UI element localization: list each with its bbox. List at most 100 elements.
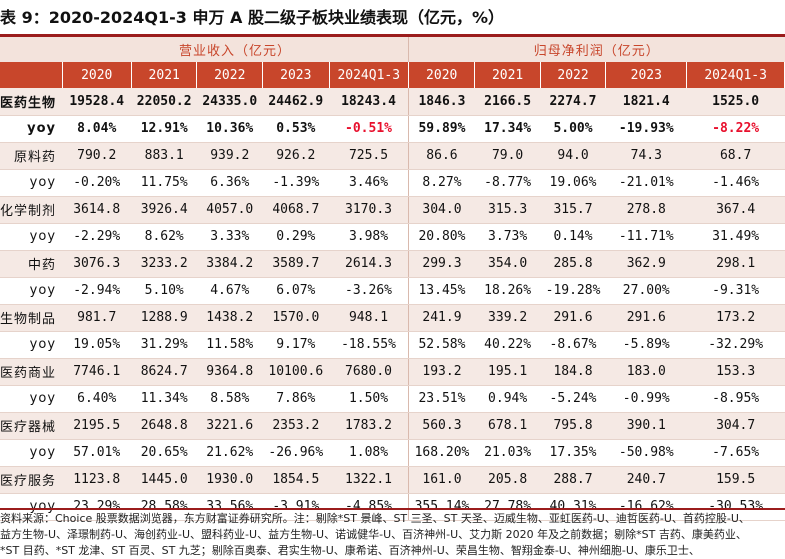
table-cell: -8.22% — [686, 115, 785, 143]
table-cell: 27.78% — [474, 493, 541, 521]
row-label-text: yoy — [29, 175, 57, 190]
table-cell: 2648.8 — [131, 412, 197, 440]
table-cell: 1846.3 — [407, 88, 475, 116]
year-header: 2023 — [262, 62, 330, 88]
table-cell: 3.46% — [329, 169, 409, 197]
table-cell: 52.58% — [407, 331, 475, 359]
table-cell: 183.0 — [605, 358, 687, 386]
row-label-text: 医疗服务 — [0, 474, 57, 489]
year-header: 2021 — [131, 62, 198, 88]
table-cell: 291.6 — [605, 304, 687, 332]
table-cell: 315.7 — [540, 196, 606, 224]
table-cell: 725.5 — [329, 142, 409, 170]
row-label: 医药生物 — [0, 88, 63, 116]
row-label-text: 医疗器械 — [0, 420, 57, 435]
table-cell: 3384.2 — [196, 250, 263, 278]
year-header: 2024Q1-3 — [329, 62, 409, 88]
note-line: *ST 目药、*ST 龙津、ST 百灵、ST 九芝；剔除百奥泰、君实生物-U、康… — [0, 544, 700, 557]
row-label: yoy — [0, 439, 63, 467]
table-cell: 1.08% — [329, 439, 409, 467]
table-cell: 28.58% — [131, 493, 197, 521]
table-cell: 2614.3 — [329, 250, 409, 278]
table-cell: 3.73% — [474, 223, 541, 251]
table-cell: 19.06% — [540, 169, 606, 197]
table-cell: 1570.0 — [262, 304, 330, 332]
table-cell: 1288.9 — [131, 304, 197, 332]
table-cell: -50.98% — [605, 439, 687, 467]
row-label: 医疗器械 — [0, 412, 63, 440]
table-cell: -1.46% — [686, 169, 785, 197]
row-label-text: 化学制剂 — [0, 204, 57, 219]
table-cell: 299.3 — [407, 250, 475, 278]
table-cell: 20.65% — [131, 439, 197, 467]
row-label-text: 中药 — [28, 258, 57, 273]
table-cell: 3076.3 — [62, 250, 132, 278]
table-cell: 3221.6 — [196, 412, 263, 440]
table-cell: 205.8 — [474, 466, 541, 494]
table-cell: 4057.0 — [196, 196, 263, 224]
table-cell: -32.29% — [686, 331, 785, 359]
table-cell: 355.14% — [407, 493, 475, 521]
table-cell: 184.8 — [540, 358, 606, 386]
table-cell: 883.1 — [131, 142, 197, 170]
table-cell: 3170.3 — [329, 196, 409, 224]
table-cell: 3926.4 — [131, 196, 197, 224]
table-row: 中药 3076.3 3233.2 3384.2 3589.7 2614.3 299.3 354… — [0, 250, 785, 278]
table-row: yoy -2.94% 5.10% 4.67% 6.07% -3.26% 13.45% 18.2… — [0, 277, 785, 305]
table-cell: -11.71% — [605, 223, 687, 251]
row-label: yoy — [0, 169, 63, 197]
revenue-group-header: 营业收入（亿元） — [62, 37, 409, 62]
table-cell: 3.98% — [329, 223, 409, 251]
table-cell: -21.01% — [605, 169, 687, 197]
table-cell: -7.65% — [686, 439, 785, 467]
table-cell: 298.1 — [686, 250, 785, 278]
table-cell: 31.29% — [131, 331, 197, 359]
table-row: 医药生物 19528.4 22050.2 24335.0 24462.9 18243.4 1… — [0, 88, 785, 116]
table-cell: 560.3 — [407, 412, 475, 440]
table-cell: 1930.0 — [196, 466, 263, 494]
row-label-text: 原料药 — [14, 150, 57, 165]
table-cell: 7746.1 — [62, 358, 132, 386]
corner-cell — [0, 62, 63, 88]
table-row: 生物制品 981.7 1288.9 1438.2 1570.0 948.1 241.9 339… — [0, 304, 785, 332]
table-cell: -30.53% — [686, 493, 785, 521]
year-header: 2023 — [605, 62, 688, 88]
table-cell: 27.00% — [605, 277, 687, 305]
table-cell: -5.89% — [605, 331, 687, 359]
table-cell: 0.29% — [262, 223, 330, 251]
table-cell: 23.51% — [407, 385, 475, 413]
table-cell: -0.51% — [329, 115, 409, 143]
row-label: 中药 — [0, 250, 63, 278]
table-cell: 0.94% — [474, 385, 541, 413]
table-cell: 68.7 — [686, 142, 785, 170]
year-header: 2022 — [196, 62, 264, 88]
table-cell: 790.2 — [62, 142, 132, 170]
table-cell: 10100.6 — [262, 358, 330, 386]
table-cell: 362.9 — [605, 250, 687, 278]
table-cell: 2195.5 — [62, 412, 132, 440]
table-cell: 1322.1 — [329, 466, 409, 494]
table-cell: -4.85% — [329, 493, 409, 521]
table-cell: 17.35% — [540, 439, 606, 467]
row-label: yoy — [0, 115, 63, 143]
row-label: yoy — [0, 223, 63, 251]
table-cell: 24335.0 — [196, 88, 263, 116]
table-cell: 367.4 — [686, 196, 785, 224]
table-cell: 1.50% — [329, 385, 409, 413]
row-label-text: 医药商业 — [0, 366, 57, 381]
table-cell: -0.20% — [62, 169, 132, 197]
table-cell: 1854.5 — [262, 466, 330, 494]
table-cell: -3.91% — [262, 493, 330, 521]
table-cell: 354.0 — [474, 250, 541, 278]
year-header-row: 2020 2021 2022 2023 2024Q1-3 2020 2021 2022 2023… — [0, 62, 785, 88]
table-cell: 19528.4 — [62, 88, 132, 116]
table-cell: -8.67% — [540, 331, 606, 359]
table-cell: 0.14% — [540, 223, 606, 251]
table-cell: 3.33% — [196, 223, 263, 251]
table-cell: 9.17% — [262, 331, 330, 359]
table-cell: 10.36% — [196, 115, 263, 143]
table-cell: 18243.4 — [329, 88, 409, 116]
table-cell: 195.1 — [474, 358, 541, 386]
row-label-text: yoy — [29, 283, 57, 298]
table-cell: 304.7 — [686, 412, 785, 440]
